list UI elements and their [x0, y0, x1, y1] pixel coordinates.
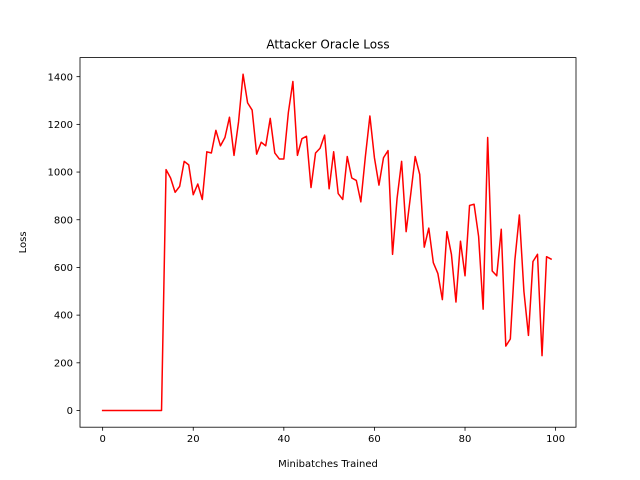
y-tick-label: 400	[54, 311, 73, 322]
y-tick-label: 1000	[48, 168, 73, 179]
y-tick-label: 1200	[48, 120, 73, 131]
y-tick-label: 200	[54, 358, 73, 369]
y-tick-label: 600	[54, 263, 73, 274]
y-tick-label: 1400	[48, 72, 73, 83]
axes-frame	[79, 57, 577, 428]
x-tick-label: 60	[368, 434, 381, 445]
x-tick-label: 20	[187, 434, 200, 445]
x-axis-label: Minibatches Trained	[278, 459, 378, 470]
y-axis-label: Loss	[18, 231, 29, 253]
y-tick-label: 0	[67, 406, 73, 417]
x-tick-label: 80	[459, 434, 472, 445]
x-tick-label: 0	[99, 434, 105, 445]
series-line-0	[101, 73, 553, 412]
x-tick-label: 40	[277, 434, 290, 445]
y-tick-label: 800	[54, 215, 73, 226]
chart-title: Attacker Oracle Loss	[266, 38, 389, 52]
x-tick-label: 100	[546, 434, 565, 445]
